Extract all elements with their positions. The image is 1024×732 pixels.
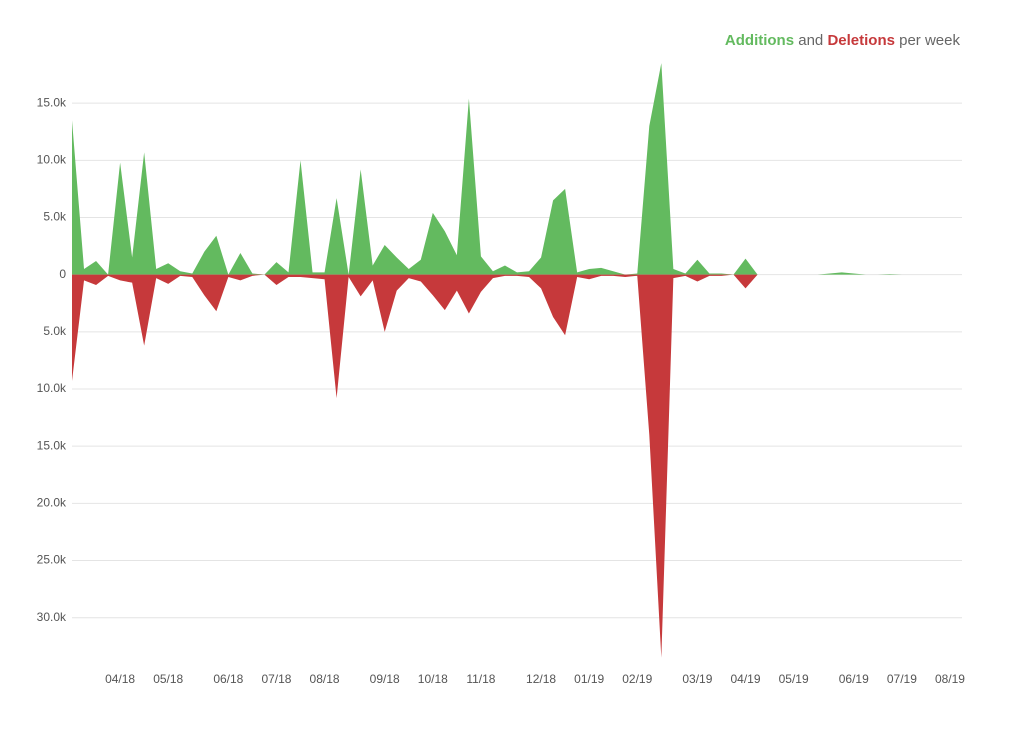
x-tick-label: 08/18 <box>310 672 340 686</box>
x-tick-label: 08/19 <box>935 672 965 686</box>
legend-joiner: and <box>798 32 823 49</box>
x-tick-label: 02/19 <box>622 672 652 686</box>
x-tick-label: 06/18 <box>213 672 243 686</box>
x-tick-label: 10/18 <box>418 672 448 686</box>
x-tick-label: 09/18 <box>370 672 400 686</box>
y-tick-label: 0 <box>59 267 66 281</box>
x-tick-label: 07/19 <box>887 672 917 686</box>
y-tick-label: 15.0k <box>37 95 67 109</box>
x-tick-label: 06/19 <box>839 672 869 686</box>
legend: Additions and Deletions per week <box>725 32 961 49</box>
y-tick-label: 30.0k <box>37 610 67 624</box>
y-tick-label: 5.0k <box>43 324 67 338</box>
x-tick-label: 04/19 <box>730 672 760 686</box>
x-tick-label: 07/18 <box>261 672 291 686</box>
y-tick-label: 10.0k <box>37 153 67 167</box>
area <box>72 63 962 275</box>
y-tick-label: 15.0k <box>37 438 67 452</box>
legend-additions: Additions <box>725 32 794 49</box>
x-tick-label: 01/19 <box>574 672 604 686</box>
x-tick-label: 03/19 <box>682 672 712 686</box>
x-tick-label: 05/19 <box>779 672 809 686</box>
x-tick-label: 11/18 <box>466 672 495 686</box>
y-tick-label: 20.0k <box>37 496 67 510</box>
legend-suffix: per week <box>899 32 960 49</box>
x-tick-label: 04/18 <box>105 672 135 686</box>
y-tick-label: 10.0k <box>37 381 67 395</box>
x-tick-label: 12/18 <box>526 672 556 686</box>
y-tick-label: 25.0k <box>37 553 67 567</box>
y-tick-label: 5.0k <box>43 210 67 224</box>
legend-deletions: Deletions <box>827 32 895 49</box>
x-tick-label: 05/18 <box>153 672 183 686</box>
